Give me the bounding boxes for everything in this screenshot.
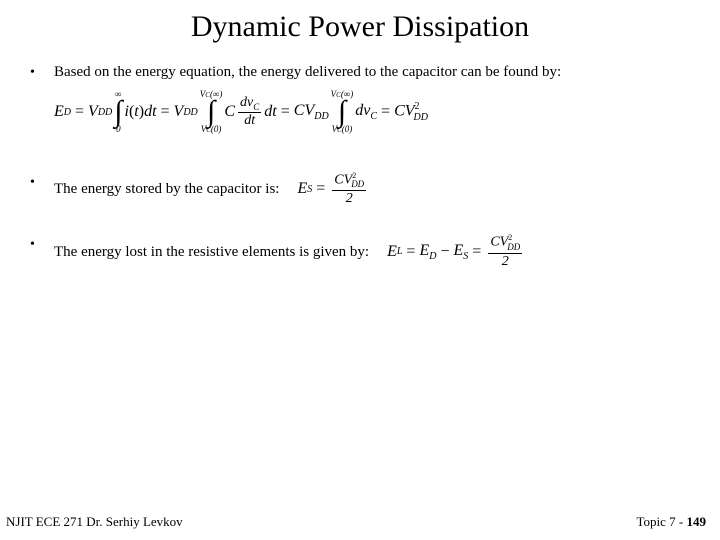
frac-num: CV2DD bbox=[332, 172, 366, 191]
sym-V2: V bbox=[174, 103, 184, 121]
sym-dt2: dt bbox=[264, 103, 276, 121]
integral-2: VC(∞) ∫ VC(0) bbox=[200, 90, 223, 134]
sub-DD2: DD bbox=[183, 107, 197, 118]
frac-den: 2 bbox=[500, 254, 511, 269]
frac-den: dt bbox=[242, 113, 257, 128]
bullet-text-1: Based on the energy equation, the energy… bbox=[54, 62, 690, 82]
frac-num: CV2DD bbox=[488, 234, 522, 253]
sym-minus: − bbox=[440, 243, 449, 261]
bullet-marker: • bbox=[30, 62, 54, 83]
frac-el: CV2DD 2 bbox=[488, 234, 522, 268]
spacer bbox=[30, 214, 690, 234]
frac-es: CV2DD 2 bbox=[332, 172, 366, 206]
bullet-marker: • bbox=[30, 234, 54, 255]
sym-dvc: dvC bbox=[355, 102, 377, 122]
slide: Dynamic Power Dissipation • Based on the… bbox=[0, 0, 720, 540]
bullet-text-3: The energy lost in the resistive element… bbox=[54, 242, 369, 262]
footer-left: NJIT ECE 271 Dr. Serhiy Levkov bbox=[6, 514, 183, 530]
sym-V: V bbox=[88, 103, 98, 121]
sym-eq2: = bbox=[161, 103, 170, 121]
sub-D: D bbox=[64, 107, 71, 118]
sub-L: L bbox=[397, 246, 403, 257]
footer: NJIT ECE 271 Dr. Serhiy Levkov Topic 7 -… bbox=[6, 514, 706, 530]
bullet-list: • Based on the energy equation, the ener… bbox=[0, 62, 720, 269]
sym-eq: = bbox=[406, 243, 415, 261]
sub-S: S bbox=[307, 184, 312, 195]
frac-den: 2 bbox=[344, 191, 355, 206]
bullet-body: The energy lost in the resistive element… bbox=[54, 234, 690, 268]
sym-eq: = bbox=[75, 103, 84, 121]
frac-num: dvC bbox=[238, 96, 261, 114]
integral-icon: ∫ bbox=[338, 99, 346, 125]
integral-3: VC(∞) ∫ VC(0) bbox=[331, 90, 354, 134]
int2-lower: VC(0) bbox=[201, 125, 222, 134]
sym-eq2: = bbox=[472, 243, 481, 261]
bullet-text-2: The energy stored by the capacitor is: bbox=[54, 179, 279, 199]
sym-eq4: = bbox=[381, 103, 390, 121]
integral-icon: ∫ bbox=[207, 99, 215, 125]
sym-dt: dt bbox=[144, 103, 156, 121]
page-title: Dynamic Power Dissipation bbox=[0, 0, 720, 62]
int1-lower: 0 bbox=[116, 125, 121, 134]
sym-CVDD: CVDD bbox=[294, 102, 329, 122]
sym-eq: = bbox=[316, 180, 325, 198]
sym-E: E bbox=[297, 180, 307, 198]
sym-CVDD2: CV2DD bbox=[394, 101, 428, 123]
footer-page-number: 149 bbox=[687, 514, 707, 529]
int3-lower: VC(0) bbox=[332, 125, 353, 134]
footer-topic-label: Topic 7 - bbox=[637, 514, 687, 529]
sym-E: E bbox=[54, 103, 64, 121]
sub-DD: DD bbox=[98, 107, 112, 118]
equation-el: EL = ED − ES = CV2DD 2 bbox=[387, 234, 525, 268]
bullet-body: The energy stored by the capacitor is: E… bbox=[54, 172, 690, 206]
bullet-marker: • bbox=[30, 172, 54, 193]
equation-es: ES = CV2DD 2 bbox=[297, 172, 369, 206]
sym-E: E bbox=[387, 243, 397, 261]
footer-right: Topic 7 - 149 bbox=[637, 514, 707, 530]
sym-C: C bbox=[224, 103, 235, 121]
sym-ES: ES bbox=[454, 242, 469, 262]
equation-ed-line: ED = VDD ∞ ∫ 0 i(t)dt = VDD VC(∞) bbox=[54, 90, 690, 134]
integral-icon: ∫ bbox=[114, 99, 122, 125]
equation-ed: ED = VDD ∞ ∫ 0 i(t)dt = VDD VC(∞) bbox=[54, 90, 690, 134]
sym-ED: ED bbox=[419, 242, 436, 262]
bullet-item-2: • The energy stored by the capacitor is:… bbox=[30, 172, 690, 206]
sym-eq3: = bbox=[281, 103, 290, 121]
integral-1: ∞ ∫ 0 bbox=[114, 90, 122, 134]
bullet-item-1: • Based on the energy equation, the ener… bbox=[30, 62, 690, 164]
bullet-body: Based on the energy equation, the energy… bbox=[54, 62, 690, 164]
frac-dvcdt: dvC dt bbox=[238, 96, 261, 129]
bullet-item-3: • The energy lost in the resistive eleme… bbox=[30, 234, 690, 268]
